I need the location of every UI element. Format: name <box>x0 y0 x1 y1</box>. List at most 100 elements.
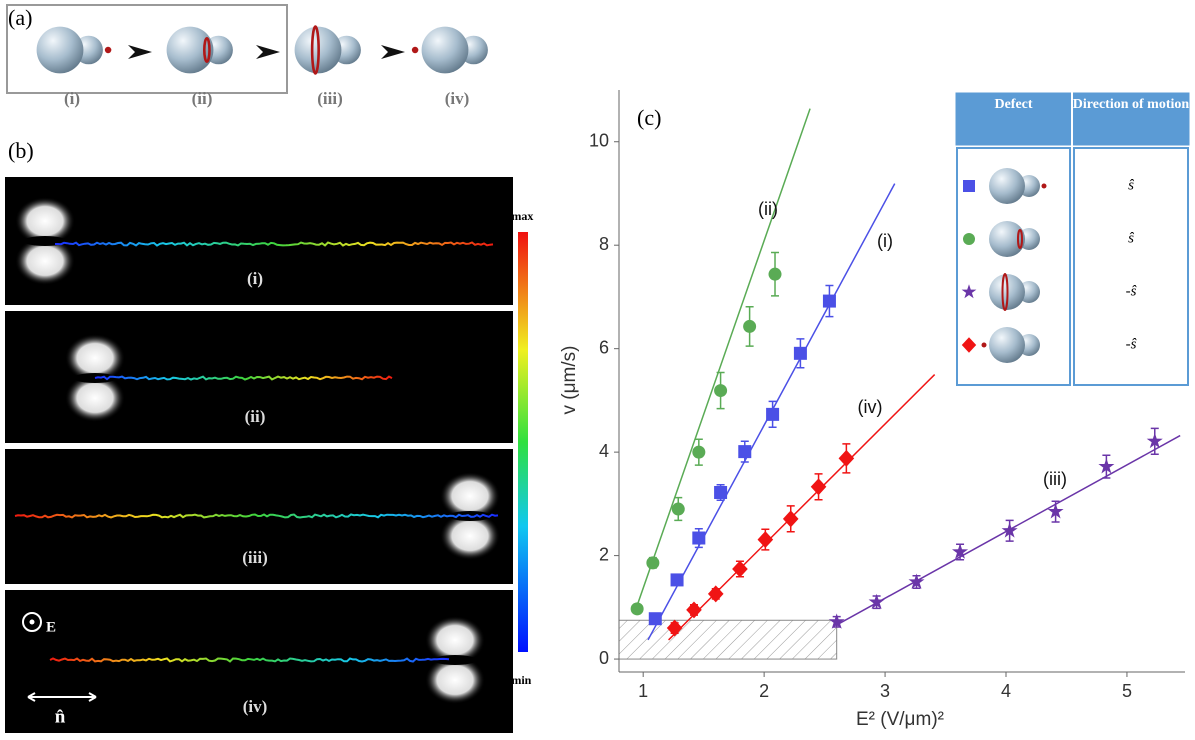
marker <box>671 502 685 516</box>
x-tick-label: 3 <box>880 681 890 701</box>
fit-line <box>634 108 811 613</box>
legend-direction: ŝ <box>1128 177 1134 193</box>
legend-body <box>1073 147 1189 386</box>
row-label: (i) <box>247 269 263 288</box>
defect-lobe <box>425 656 485 704</box>
trajectory <box>94 375 393 381</box>
director-arrow <box>27 692 97 702</box>
trajectory <box>14 513 499 519</box>
director-label: n̂ <box>55 706 66 727</box>
series-label: (ii) <box>758 199 778 219</box>
marker <box>692 531 706 545</box>
marker <box>828 613 845 629</box>
defect-core <box>433 655 477 665</box>
x-tick-label: 2 <box>759 681 769 701</box>
legend-marker <box>961 337 977 353</box>
marker <box>630 602 644 616</box>
marker <box>822 294 836 308</box>
trajectory <box>55 241 494 247</box>
legend-header-cell: Defect <box>994 97 1032 112</box>
defect-lobe <box>15 237 75 285</box>
colorbar-label: Tmax <box>500 202 533 223</box>
defect-lobe <box>65 374 125 422</box>
row-label: (iii) <box>242 548 268 567</box>
fit-line <box>668 374 936 641</box>
y-tick-label: 4 <box>599 441 609 461</box>
step-label: (iv) <box>445 89 470 108</box>
y-tick-label: 10 <box>589 130 609 150</box>
marker <box>646 556 660 570</box>
legend-header-text: Direction of motion <box>1072 97 1190 112</box>
arrow <box>381 45 405 59</box>
defect-lobe <box>440 472 500 520</box>
arrow <box>128 45 152 59</box>
legend-direction: -ŝ <box>1126 283 1137 299</box>
legend-direction: -ŝ <box>1126 336 1137 352</box>
marker <box>648 612 662 626</box>
defect <box>310 25 320 75</box>
series-label: (iii) <box>1043 469 1067 489</box>
defect <box>411 46 419 54</box>
marker <box>782 510 799 528</box>
trajectory <box>49 657 450 663</box>
marker <box>1047 503 1064 519</box>
defect-lobe <box>440 512 500 560</box>
marker <box>670 573 684 587</box>
marker <box>766 407 780 421</box>
marker <box>838 449 855 467</box>
sphere <box>989 327 1025 363</box>
marker <box>1098 458 1115 474</box>
hatch-region <box>618 619 838 660</box>
marker <box>810 478 827 496</box>
defect-lobe <box>65 334 125 382</box>
marker <box>714 384 728 398</box>
arrow <box>256 45 280 59</box>
panel-b: (i) (ii) (iii) (iv) Tmax Tmin En̂ <box>5 177 533 733</box>
marker <box>714 485 728 499</box>
defect <box>104 46 112 54</box>
step-label: (iii) <box>317 89 343 108</box>
panel-label: (b) <box>8 138 34 163</box>
marker <box>1001 522 1018 538</box>
defect <box>1001 273 1009 311</box>
defect-lobe <box>425 616 485 664</box>
legend-marker <box>961 284 977 299</box>
row-label: (ii) <box>245 407 266 426</box>
marker <box>707 585 724 603</box>
legend-marker <box>963 180 975 192</box>
marker <box>732 560 748 578</box>
colorbar <box>518 232 528 652</box>
legend-direction: ŝ <box>1128 230 1134 246</box>
x-tick-label: 4 <box>1001 681 1011 701</box>
marker <box>692 445 706 459</box>
sphere <box>36 26 84 74</box>
marker <box>768 267 782 281</box>
marker <box>908 573 925 589</box>
marker <box>952 543 969 559</box>
marker <box>793 346 807 360</box>
panel-a-frame <box>6 4 288 94</box>
x-tick-label: 1 <box>638 681 648 701</box>
step-label: (i) <box>64 89 80 108</box>
defect <box>1017 229 1023 249</box>
y-tick-label: 6 <box>599 337 609 357</box>
step-label: (ii) <box>192 89 213 108</box>
panel-label: (a) <box>8 5 32 30</box>
sphere <box>989 221 1025 257</box>
panel-label: (c) <box>637 105 661 130</box>
legend-header-cell: Direction of motion <box>1072 97 1190 112</box>
sphere <box>166 26 214 74</box>
colorbar-label: Tmin <box>500 666 532 687</box>
defect-lobe <box>15 197 75 245</box>
marker <box>686 601 702 619</box>
row-label: (iv) <box>243 697 268 716</box>
legend-marker <box>963 233 975 245</box>
series-label: (i) <box>877 231 893 251</box>
colorbar-sub: max <box>511 209 533 223</box>
marker <box>738 445 752 459</box>
colorbar-sub: min <box>511 673 531 687</box>
x-tick-label: 5 <box>1122 681 1132 701</box>
marker <box>757 531 774 549</box>
